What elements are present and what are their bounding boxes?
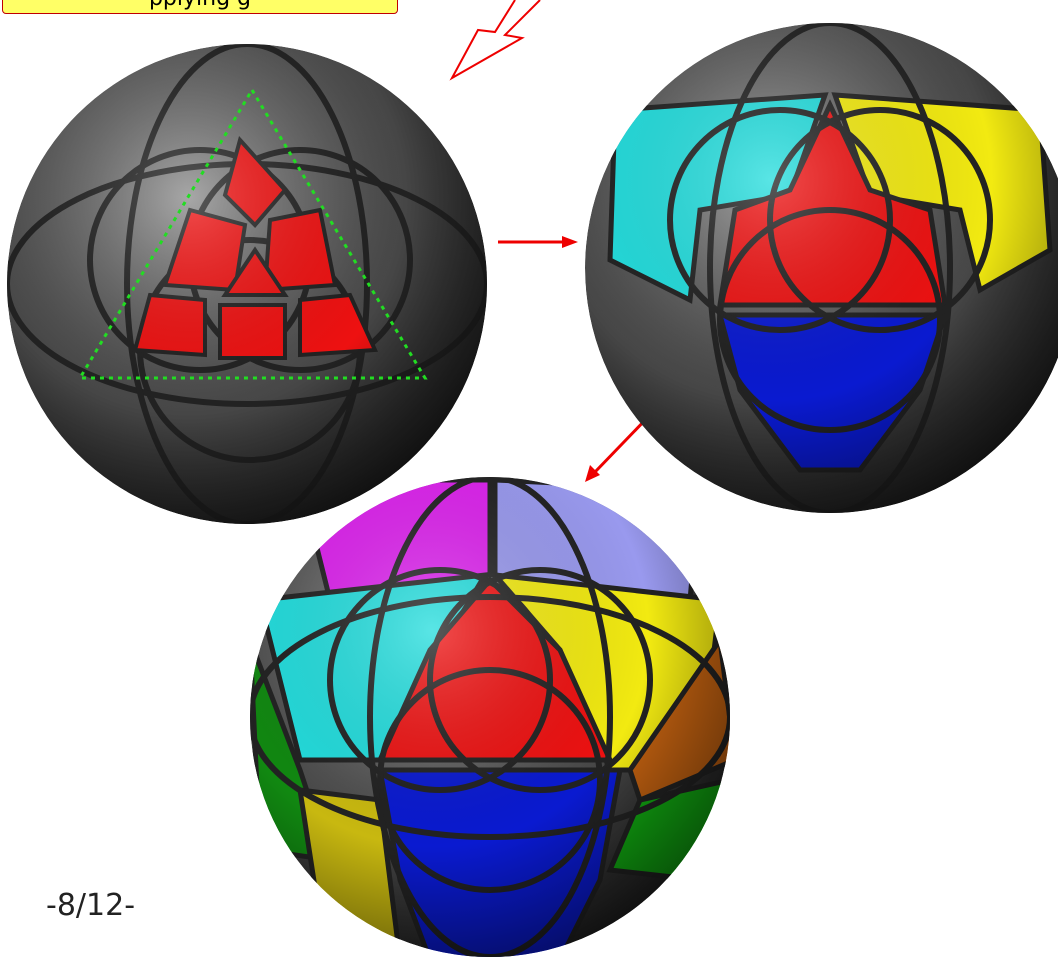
callout: pplying g <box>2 0 398 14</box>
sphere-1 <box>7 44 487 524</box>
sphere-2 <box>585 23 1058 513</box>
arrow <box>593 413 652 474</box>
callout-arrow <box>449 0 541 81</box>
guide-triangle <box>77 87 428 380</box>
arrow-head <box>562 236 578 248</box>
page-number: -8/12- <box>46 888 136 923</box>
arrow-head <box>585 465 600 482</box>
sphere-3 <box>250 477 730 957</box>
